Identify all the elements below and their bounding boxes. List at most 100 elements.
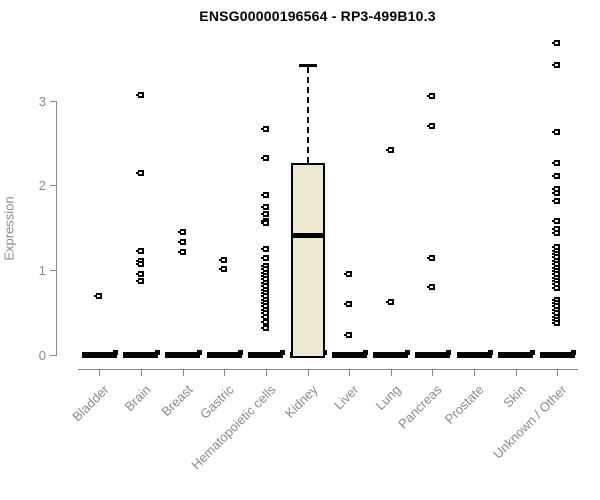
data-point-dash [555,302,559,305]
zero-bar-point [446,349,452,355]
data-point [260,269,269,276]
data-point [344,332,353,339]
x-axis-tick [432,368,434,376]
data-point-dash [263,291,267,294]
data-point-tick [260,193,263,196]
data-point-tick [552,64,555,67]
data-point-tick [260,295,263,298]
data-point [260,303,269,310]
data-point [385,299,394,306]
data-point-tick [552,302,555,305]
data-point-tick [260,157,263,160]
x-axis-tick [557,368,559,376]
data-point-dash [263,206,267,209]
data-point-tick [260,320,263,323]
data-point [552,173,561,180]
data-point-tick [260,305,263,308]
data-point-dash [430,285,434,288]
zero-bar-point [113,349,119,355]
data-point-dash [263,193,267,196]
data-point [427,93,436,100]
data-point [552,160,561,167]
data-point [94,293,103,300]
data-point-dash [555,219,559,222]
data-point-tick [260,268,263,271]
x-axis-tick [224,368,226,376]
x-axis-tick [474,368,476,376]
data-point-tick [260,257,263,260]
chart-title: ENSG00000196564 - RP3-499B10.3 [199,8,436,24]
data-point-dash [555,175,559,178]
zero-bar-hematopoietic-cells [248,351,284,358]
data-point-dash [263,247,267,250]
data-point-dash [138,93,142,96]
data-point [427,123,436,130]
data-point-tick [552,322,555,325]
data-point-tick [427,257,430,260]
data-point-tick [260,222,263,225]
data-point [552,300,561,307]
data-point-tick [552,266,555,269]
data-point-dash [263,298,267,301]
data-point [552,244,561,251]
data-point-tick [552,315,555,318]
data-point-dash [263,222,267,225]
data-point [260,306,269,313]
data-point-dash [555,280,559,283]
data-point-tick [552,131,555,134]
data-point-tick [552,276,555,279]
data-point-dash [222,268,226,271]
data-point-tick [552,227,555,230]
data-point-tick [135,171,138,174]
zero-bar-pancreas [414,351,450,358]
data-point [552,250,561,257]
data-point [177,249,186,256]
y-axis-line [56,100,57,356]
data-point-tick [552,280,555,283]
data-point [552,303,561,310]
data-point [552,281,561,288]
data-point-dash [555,305,559,308]
data-point [260,255,269,262]
data-point [135,248,144,255]
data-point-tick [552,283,555,286]
data-point-tick [552,312,555,315]
data-point [552,261,561,268]
data-point-dash [263,268,267,271]
data-point [552,296,561,303]
x-axis-line [78,368,578,370]
data-point-tick [135,263,138,266]
data-point-tick [135,259,138,262]
zero-bar-brain [123,351,159,358]
data-point-dash [263,264,267,267]
zero-bar-point [238,349,244,355]
data-point [552,306,561,313]
x-axis-tick [182,368,184,376]
data-point-tick [385,301,388,304]
data-point-tick [260,288,263,291]
data-point [552,267,561,274]
data-point-tick [552,249,555,252]
data-point-dash [347,302,351,305]
zero-bar-point [488,349,494,355]
data-point [552,129,561,136]
boxplot-upper-whisker [306,67,309,164]
data-point [135,271,144,278]
data-point-dash [388,148,392,151]
data-point-tick [552,252,555,255]
data-point-tick [177,241,180,244]
data-point [552,225,561,232]
data-point-tick [344,302,347,305]
data-point-tick [552,199,555,202]
kidney-boxplot-box [290,163,325,358]
data-point [260,276,269,283]
data-point-tick [552,246,555,249]
data-point-tick [552,269,555,272]
data-point [344,271,353,278]
data-point-dash [388,301,392,304]
data-point [260,310,269,317]
x-axis-tick [99,368,101,376]
data-point [260,262,269,269]
data-point [552,217,561,224]
